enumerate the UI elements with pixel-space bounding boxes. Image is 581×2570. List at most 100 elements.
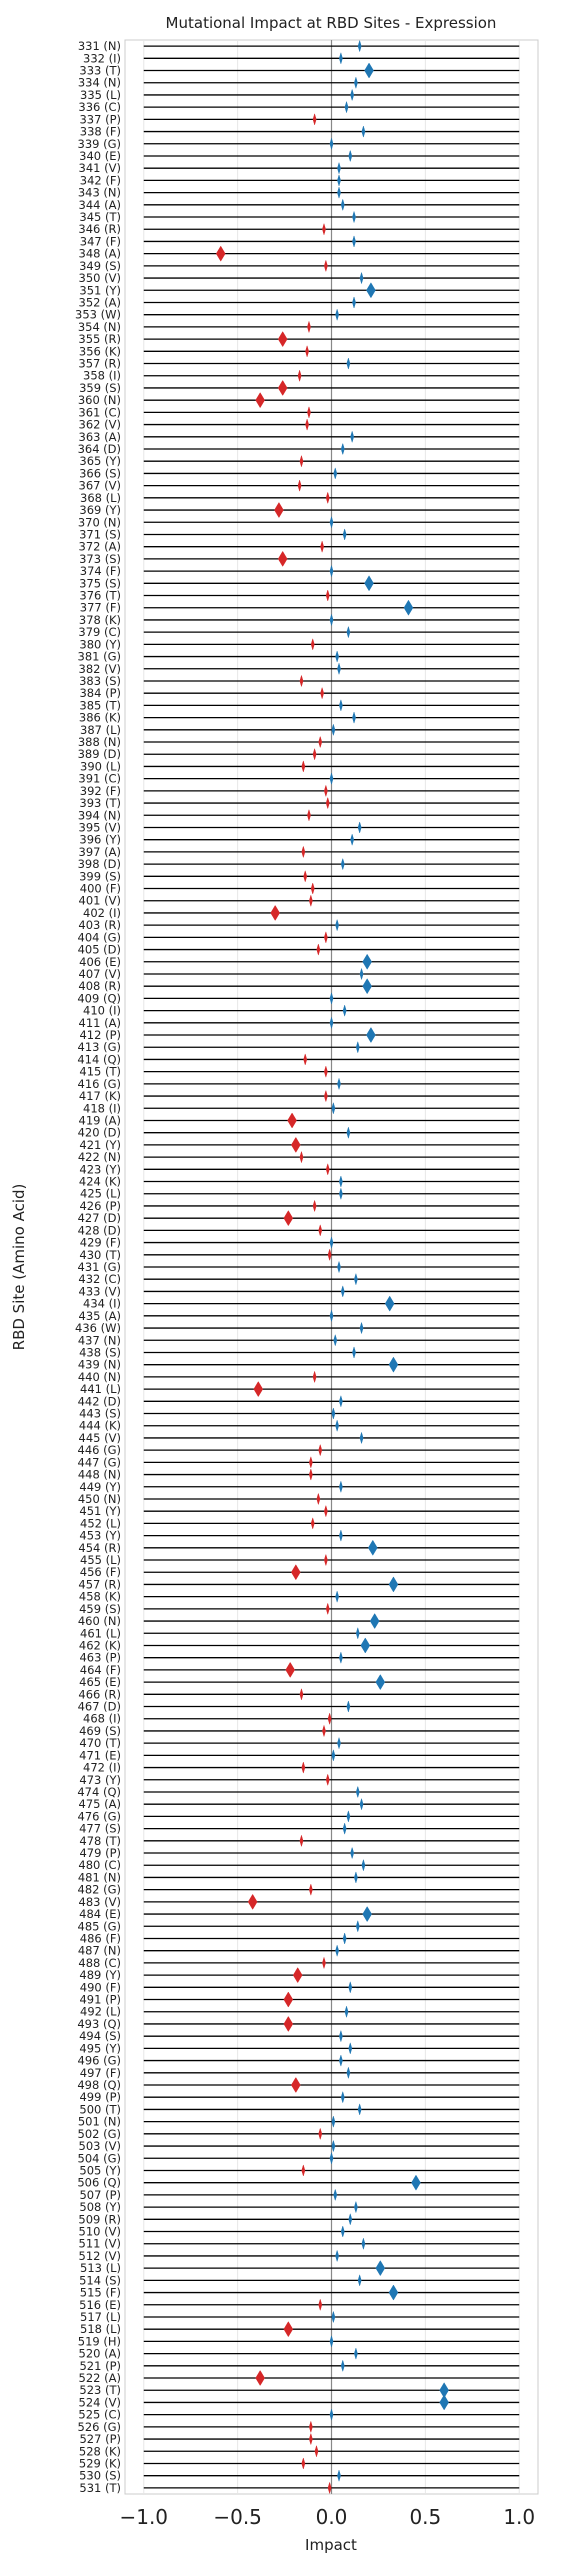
impact-marker <box>277 550 288 567</box>
y-tick-label: 527 (P) <box>79 2432 121 2446</box>
impact-marker <box>346 625 351 639</box>
impact-marker <box>339 1187 343 1201</box>
y-tick-label: 366 (S) <box>79 466 121 480</box>
y-tick-label: 479 (P) <box>79 1846 121 1860</box>
impact-marker <box>308 1883 313 1897</box>
y-tick-label: 380 (Y) <box>79 637 121 651</box>
impact-marker <box>314 2444 319 2458</box>
y-tick-label: 398 (D) <box>78 857 121 871</box>
impact-marker <box>329 613 334 627</box>
impact-marker <box>255 392 265 409</box>
y-tick-label: 387 (L) <box>80 723 121 737</box>
impact-marker <box>324 1089 328 1103</box>
y-tick-label: 404 (G) <box>78 930 122 944</box>
impact-marker <box>322 222 326 236</box>
impact-marker <box>329 564 334 578</box>
y-tick-label: 407 (V) <box>79 967 121 981</box>
impact-marker <box>411 2174 421 2191</box>
impact-marker <box>322 1724 326 1738</box>
impact-marker <box>348 2041 353 2055</box>
y-tick-label: 420 (D) <box>78 1126 121 1140</box>
y-tick-label: 427 (D) <box>78 1211 121 1225</box>
y-tick-label: 452 (L) <box>80 1516 121 1530</box>
y-tick-label: 508 (Y) <box>79 2200 121 2214</box>
y-tick-label: 345 (T) <box>79 210 121 224</box>
impact-marker <box>301 760 306 773</box>
x-tick-labels: −1.0 −0.5 0.0 0.5 1.0 <box>119 2505 535 2529</box>
y-tick-label: 512 (V) <box>79 2249 121 2263</box>
impact-marker <box>324 1065 328 1079</box>
y-tick-label: 374 (F) <box>80 564 121 578</box>
impact-marker <box>340 2225 345 2238</box>
impact-marker <box>352 1346 356 1359</box>
impact-marker <box>329 137 334 151</box>
impact-marker <box>277 379 288 396</box>
impact-marker <box>331 1101 336 1115</box>
y-tick-label: 344 (A) <box>79 198 121 212</box>
y-tick-label: 513 (L) <box>80 2261 121 2275</box>
y-tick-label: 477 (S) <box>79 1822 121 1836</box>
y-tick-label: 350 (V) <box>79 271 121 285</box>
impact-marker <box>287 1112 297 1129</box>
impact-marker <box>310 637 315 651</box>
impact-marker <box>354 2347 358 2360</box>
impact-marker <box>339 1175 343 1188</box>
impact-marker <box>333 1333 338 1347</box>
y-tick-label: 458 (K) <box>79 1590 121 1604</box>
impact-marker <box>215 245 226 262</box>
impact-marker <box>346 2066 351 2080</box>
impact-marker <box>357 2103 362 2116</box>
y-tick-label: 386 (K) <box>79 711 121 725</box>
impact-marker <box>342 528 347 541</box>
y-tick-label: 487 (N) <box>78 1944 121 1958</box>
impact-marker <box>324 1504 328 1518</box>
y-tick-label: 331 (N) <box>78 39 121 53</box>
impact-marker <box>350 1846 355 1860</box>
impact-marker <box>277 331 288 348</box>
y-tick-label: 389 (D) <box>78 747 121 761</box>
impact-marker <box>342 1004 347 1018</box>
impact-marker <box>324 1553 328 1567</box>
y-tick-label: 517 (L) <box>80 2310 121 2324</box>
y-tick-label: 505 (Y) <box>79 2163 121 2177</box>
y-tick-label: 359 (S) <box>79 381 121 395</box>
impact-marker <box>337 1260 341 1274</box>
y-tick-label: 475 (A) <box>79 1797 121 1811</box>
chart-title: Mutational Impact at RBD Sites - Express… <box>166 14 497 32</box>
marks-layer <box>215 39 449 2495</box>
impact-marker <box>337 161 341 175</box>
y-tick-label: 430 (T) <box>79 1248 121 1262</box>
y-tick-label: 432 (C) <box>78 1272 121 1286</box>
x-tick-label: 1.0 <box>503 2505 535 2529</box>
y-tick-label: 349 (S) <box>79 259 121 273</box>
y-tick-label: 411 (A) <box>79 1016 121 1030</box>
y-tick-label: 438 (S) <box>79 1345 121 1359</box>
y-tick-label: 483 (V) <box>79 1895 121 1909</box>
impact-marker <box>348 149 353 163</box>
impact-marker <box>305 344 309 358</box>
impact-marker <box>369 1613 380 1630</box>
impact-marker <box>354 1272 358 1286</box>
impact-marker <box>316 1492 321 1506</box>
impact-marker <box>335 1944 339 1958</box>
y-tick-label: 437 (N) <box>78 1333 121 1347</box>
y-tick-label: 364 (D) <box>78 442 121 456</box>
impact-marker <box>350 833 355 847</box>
impact-marker <box>247 1893 258 1910</box>
impact-marker <box>303 869 308 883</box>
y-tick-label: 524 (V) <box>79 2395 121 2409</box>
y-tick-label: 351 (Y) <box>79 283 121 297</box>
x-tick-label: 0.0 <box>316 2505 348 2529</box>
y-tick-label: 456 (F) <box>80 1565 121 1579</box>
y-tick-label: 337 (P) <box>79 112 121 126</box>
y-tick-label: 463 (P) <box>79 1651 121 1665</box>
impact-marker <box>354 76 358 90</box>
impact-marker <box>348 2212 353 2226</box>
impact-marker <box>362 978 372 995</box>
y-tick-label: 383 (S) <box>79 674 121 688</box>
y-tick-label: 385 (T) <box>79 698 121 712</box>
impact-marker <box>325 1773 330 1787</box>
impact-marker <box>308 894 313 908</box>
impact-marker <box>366 1027 376 1044</box>
impact-marker <box>337 186 341 200</box>
